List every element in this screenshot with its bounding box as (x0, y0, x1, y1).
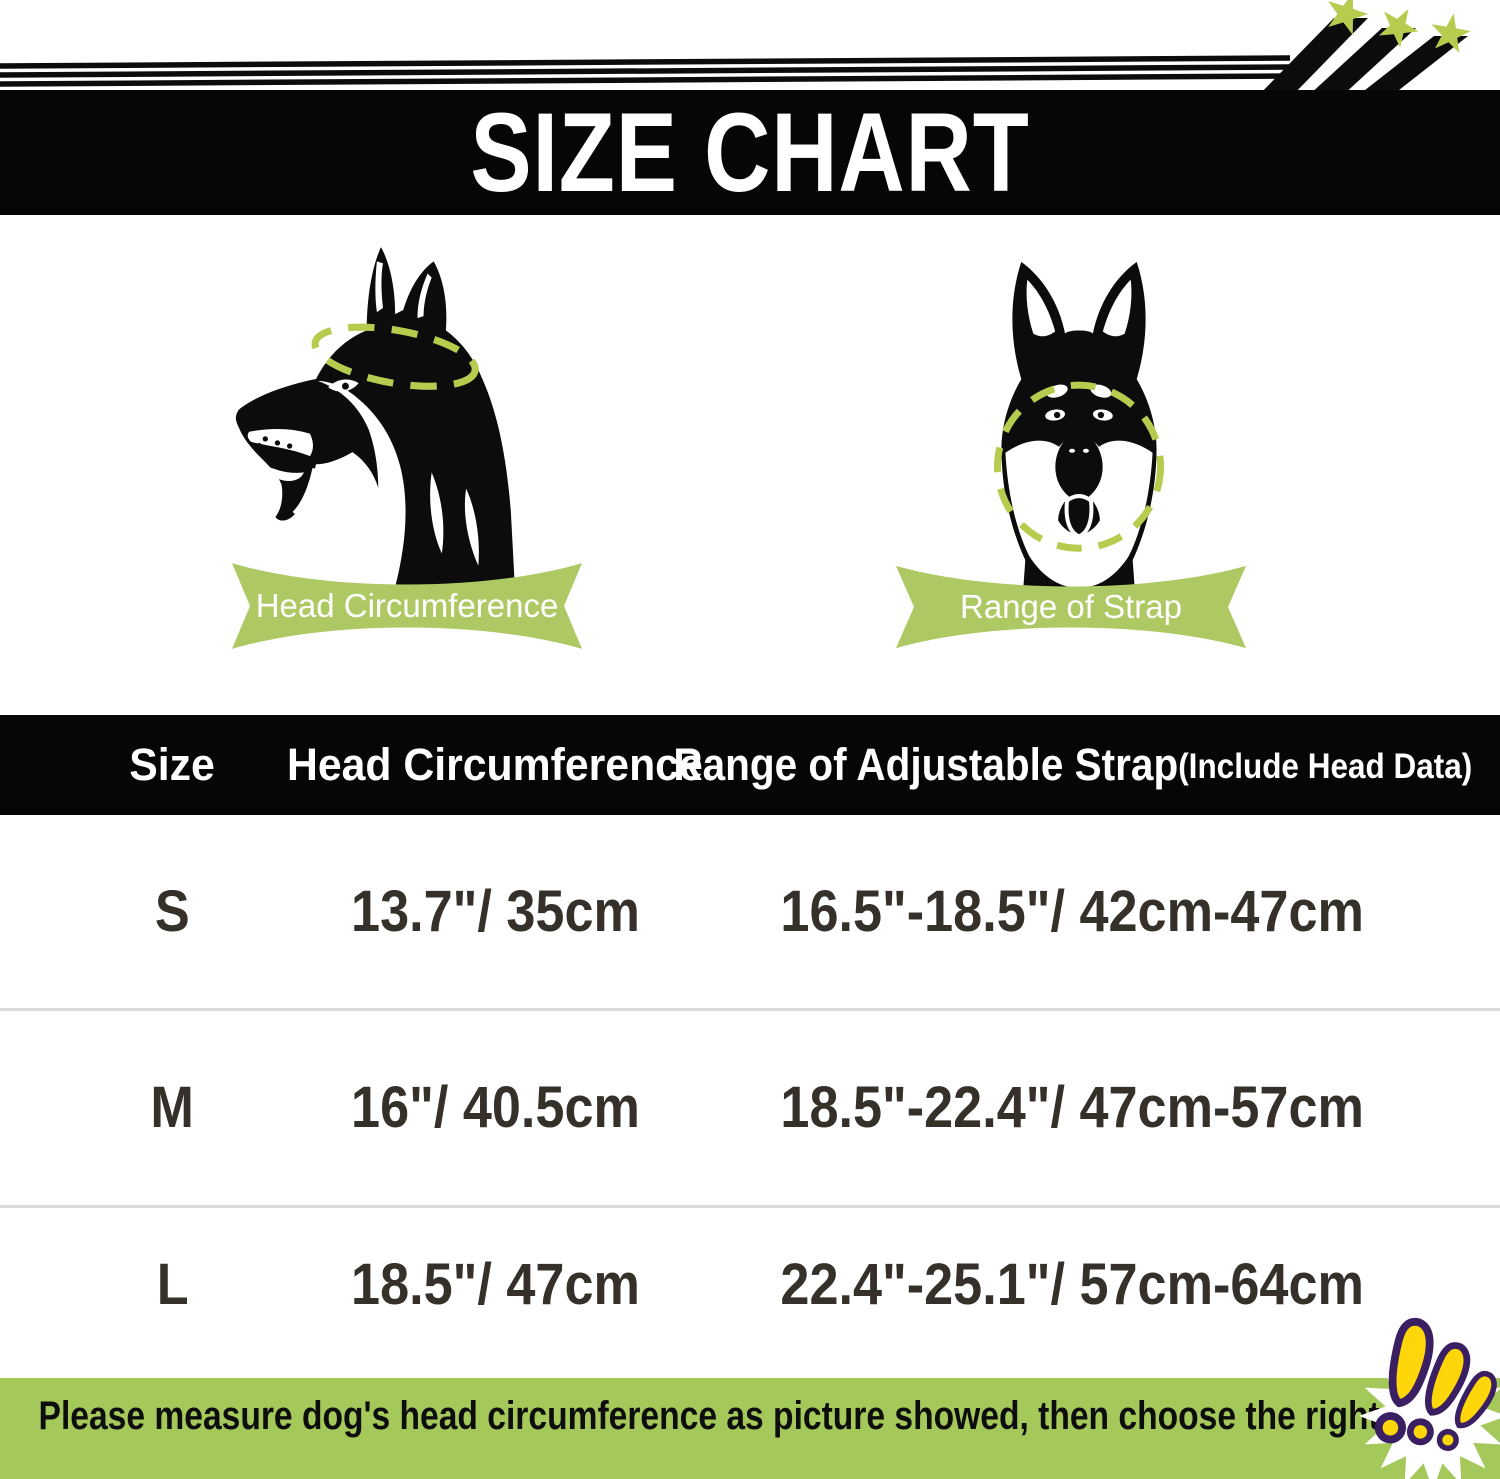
header-cell-size: Size (129, 739, 216, 790)
strap-range-value: 16.5"-18.5"/ 42cm-47cm (780, 879, 1365, 944)
size-value: L (156, 1252, 189, 1317)
head-circumference-value: 13.7"/ 35cm (350, 879, 640, 944)
measurement-note: Please measure dog's head circumference … (38, 1394, 1462, 1438)
size-table-header: Size Head Circumference Range of Adjusta… (0, 715, 1500, 815)
head-circumference-value: 18.5"/ 47cm (350, 1252, 640, 1317)
strap-range-dashed-circle (993, 381, 1165, 552)
head-circumference-dashed-line (311, 323, 479, 390)
exclamation-icon (1374, 1317, 1497, 1452)
page-title: SIZE CHART (470, 90, 1030, 215)
strap-range-value: 22.4"-25.1"/ 57cm-64cm (780, 1252, 1365, 1317)
ribbon-caption: Head Circumference (255, 587, 559, 624)
footer-note-bar: Please measure dog's head circumference … (0, 1378, 1500, 1479)
ribbon-banner-shape (896, 565, 1246, 649)
diagram-head-circumference: Head Circumference (150, 215, 670, 715)
title-banner: SIZE CHART (0, 90, 1500, 215)
dog-side-profile-illustration (235, 247, 515, 587)
header-cell-strap-range: Range of Adjustable Strap (Include Head D… (673, 739, 1472, 790)
ribbon-caption: Range of Strap (960, 588, 1182, 625)
dog-front-face-illustration (993, 261, 1165, 588)
strap-range-value: 18.5"-22.4"/ 47cm-57cm (780, 1075, 1365, 1140)
ribbon-banner-shape (232, 563, 582, 649)
decorative-stripes (0, 18, 1468, 98)
table-row-size-m: M 16"/ 40.5cm 18.5"-22.4"/ 47cm-57cm (0, 1010, 1500, 1205)
measurement-diagrams: Head Circumference (0, 215, 1500, 715)
row-divider (0, 1205, 1500, 1208)
top-stripes-decoration (0, 0, 1474, 98)
size-value: S (155, 879, 190, 944)
head-circumference-value: 16"/ 40.5cm (350, 1075, 640, 1140)
size-value: M (150, 1075, 195, 1140)
row-divider (0, 1008, 1500, 1011)
ribbon-head-circumference: Head Circumference (224, 560, 590, 652)
diagram-range-of-strap: Range of Strap (850, 215, 1350, 715)
table-row-size-l: L 18.5"/ 47cm 22.4"-25.1"/ 57cm-64cm (0, 1207, 1500, 1362)
header-cell-head-circumference: Head Circumference (287, 739, 703, 790)
table-row-size-s: S 13.7"/ 35cm 16.5"-18.5"/ 42cm-47cm (0, 815, 1500, 1008)
ribbon-range-of-strap: Range of Strap (888, 563, 1254, 651)
alert-burst (1358, 1317, 1500, 1479)
